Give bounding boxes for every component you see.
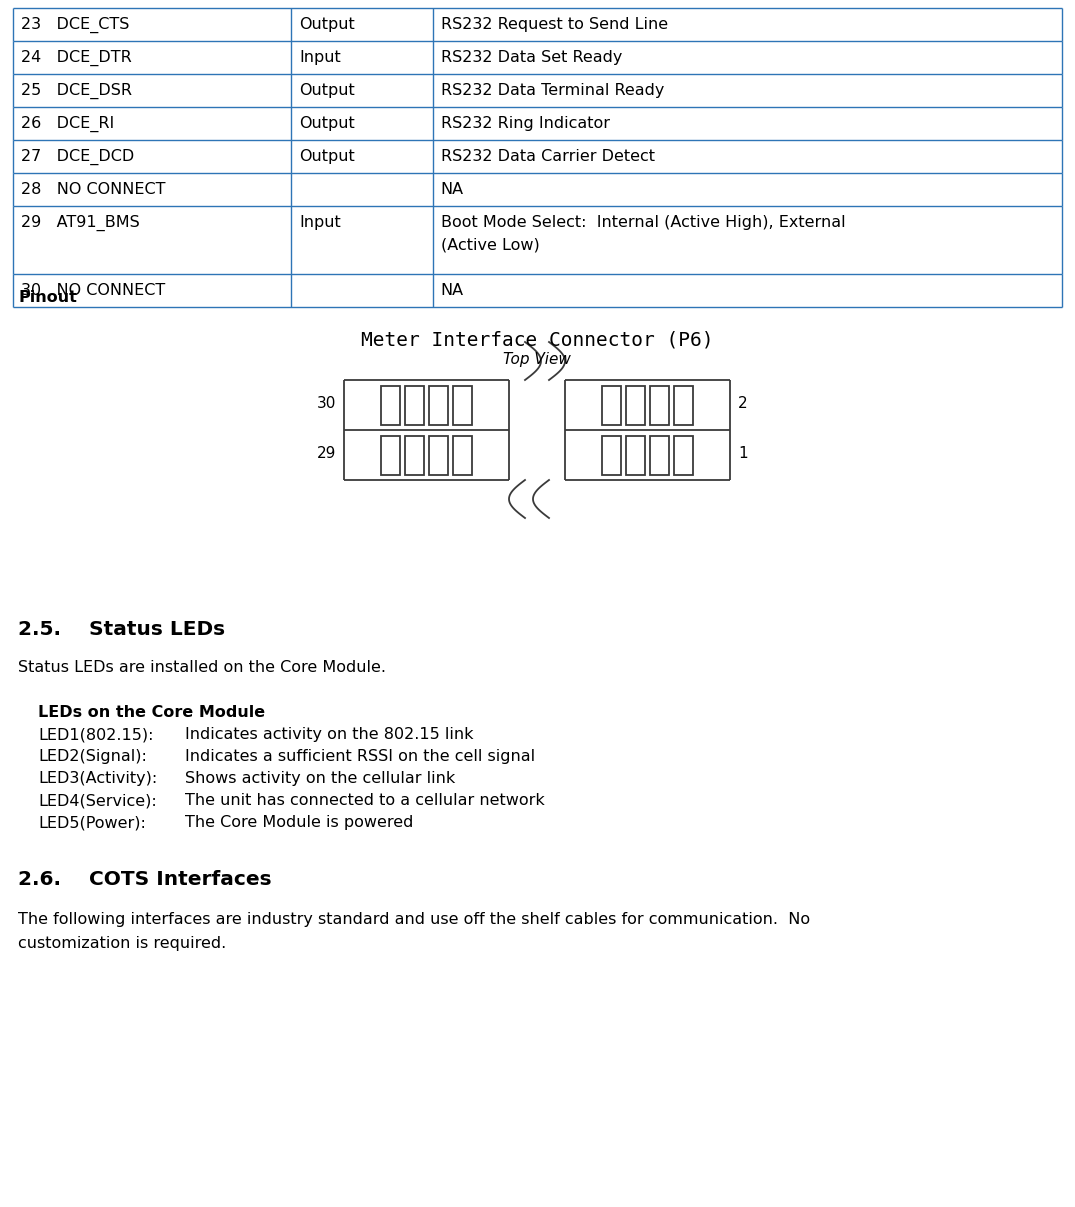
Text: Input: Input — [299, 49, 341, 65]
Text: Input: Input — [299, 215, 341, 231]
Bar — [602, 436, 621, 476]
Text: 1: 1 — [739, 447, 747, 461]
Bar — [626, 386, 645, 425]
Text: Output: Output — [299, 83, 355, 98]
Bar — [650, 386, 669, 425]
Text: Status LEDs are installed on the Core Module.: Status LEDs are installed on the Core Mo… — [18, 660, 386, 675]
Text: 2: 2 — [739, 396, 747, 412]
Text: 30   NO CONNECT: 30 NO CONNECT — [22, 282, 166, 298]
Text: Output: Output — [299, 116, 355, 132]
Text: Indicates a sufficient RSSI on the cell signal: Indicates a sufficient RSSI on the cell … — [185, 750, 535, 764]
Text: Pinout: Pinout — [18, 290, 77, 305]
Text: 25   DCE_DSR: 25 DCE_DSR — [22, 83, 132, 99]
Text: Shows activity on the cellular link: Shows activity on the cellular link — [185, 771, 455, 786]
Text: 26   DCE_RI: 26 DCE_RI — [22, 116, 114, 133]
Text: Top View: Top View — [503, 352, 571, 367]
Bar — [602, 386, 621, 425]
Bar — [674, 436, 693, 476]
Text: The Core Module is powered: The Core Module is powered — [185, 815, 414, 830]
Text: The following interfaces are industry standard and use off the shelf cables for : The following interfaces are industry st… — [18, 912, 811, 927]
Text: customization is required.: customization is required. — [18, 935, 226, 951]
Text: 2.6.    COTS Interfaces: 2.6. COTS Interfaces — [18, 870, 272, 890]
Text: RS232 Data Terminal Ready: RS232 Data Terminal Ready — [441, 83, 664, 98]
Text: 23   DCE_CTS: 23 DCE_CTS — [22, 17, 129, 34]
Text: NA: NA — [441, 182, 463, 197]
Bar — [453, 386, 472, 425]
Text: RS232 Data Set Ready: RS232 Data Set Ready — [441, 49, 622, 65]
Bar — [650, 436, 669, 476]
Bar — [453, 436, 472, 476]
Text: NA: NA — [441, 282, 463, 298]
Bar — [381, 386, 400, 425]
Text: Indicates activity on the 802.15 link: Indicates activity on the 802.15 link — [185, 727, 473, 742]
Bar — [429, 436, 448, 476]
Bar — [405, 436, 424, 476]
Text: Output: Output — [299, 148, 355, 164]
Text: 28   NO CONNECT: 28 NO CONNECT — [22, 182, 166, 197]
Text: LED2(Signal):: LED2(Signal): — [38, 750, 147, 764]
Text: Meter Interface Connector (P6): Meter Interface Connector (P6) — [361, 330, 713, 349]
Text: 24   DCE_DTR: 24 DCE_DTR — [22, 49, 132, 66]
Text: Output: Output — [299, 17, 355, 33]
Text: RS232 Ring Indicator: RS232 Ring Indicator — [441, 116, 610, 132]
Text: LED5(Power):: LED5(Power): — [38, 815, 146, 830]
Text: 29   AT91_BMS: 29 AT91_BMS — [22, 215, 140, 232]
Text: RS232 Data Carrier Detect: RS232 Data Carrier Detect — [441, 148, 655, 164]
Text: RS232 Request to Send Line: RS232 Request to Send Line — [441, 17, 668, 33]
Bar — [381, 436, 400, 476]
Text: 2.5.    Status LEDs: 2.5. Status LEDs — [18, 620, 225, 639]
Text: Boot Mode Select:  Internal (Active High), External: Boot Mode Select: Internal (Active High)… — [441, 215, 845, 231]
Bar — [674, 386, 693, 425]
Bar — [429, 386, 448, 425]
Text: 30: 30 — [317, 396, 336, 412]
Text: 27   DCE_DCD: 27 DCE_DCD — [22, 148, 134, 165]
Text: LEDs on the Core Module: LEDs on the Core Module — [38, 705, 266, 721]
Text: LED3(Activity):: LED3(Activity): — [38, 771, 157, 786]
Text: LED4(Service):: LED4(Service): — [38, 793, 157, 807]
Bar — [405, 386, 424, 425]
Text: The unit has connected to a cellular network: The unit has connected to a cellular net… — [185, 793, 545, 807]
Text: (Active Low): (Active Low) — [441, 237, 540, 252]
Text: LED1(802.15):: LED1(802.15): — [38, 727, 154, 742]
Bar — [626, 436, 645, 476]
Text: 29: 29 — [317, 447, 336, 461]
